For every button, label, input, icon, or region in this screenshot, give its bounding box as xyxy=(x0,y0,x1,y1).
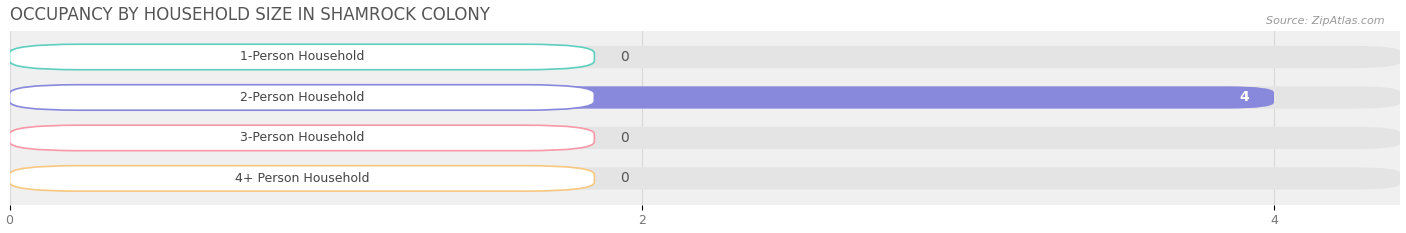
Text: 0: 0 xyxy=(620,50,628,64)
FancyBboxPatch shape xyxy=(10,127,1400,149)
FancyBboxPatch shape xyxy=(10,127,214,149)
Text: 0: 0 xyxy=(620,131,628,145)
FancyBboxPatch shape xyxy=(10,86,214,109)
Text: 2-Person Household: 2-Person Household xyxy=(240,91,364,104)
FancyBboxPatch shape xyxy=(10,167,214,189)
FancyBboxPatch shape xyxy=(10,86,1400,109)
Text: 0: 0 xyxy=(620,171,628,185)
FancyBboxPatch shape xyxy=(10,44,595,70)
Text: 1-Person Household: 1-Person Household xyxy=(240,51,364,63)
Text: 4+ Person Household: 4+ Person Household xyxy=(235,172,370,185)
FancyBboxPatch shape xyxy=(10,166,595,191)
FancyBboxPatch shape xyxy=(10,167,1400,189)
FancyBboxPatch shape xyxy=(10,125,595,151)
FancyBboxPatch shape xyxy=(10,46,1400,68)
FancyBboxPatch shape xyxy=(10,85,595,110)
Text: Source: ZipAtlas.com: Source: ZipAtlas.com xyxy=(1267,16,1385,26)
Text: 4: 4 xyxy=(1239,90,1249,104)
Text: 3-Person Household: 3-Person Household xyxy=(240,131,364,144)
Text: OCCUPANCY BY HOUSEHOLD SIZE IN SHAMROCK COLONY: OCCUPANCY BY HOUSEHOLD SIZE IN SHAMROCK … xyxy=(10,6,489,24)
FancyBboxPatch shape xyxy=(10,46,214,68)
FancyBboxPatch shape xyxy=(10,86,1274,109)
